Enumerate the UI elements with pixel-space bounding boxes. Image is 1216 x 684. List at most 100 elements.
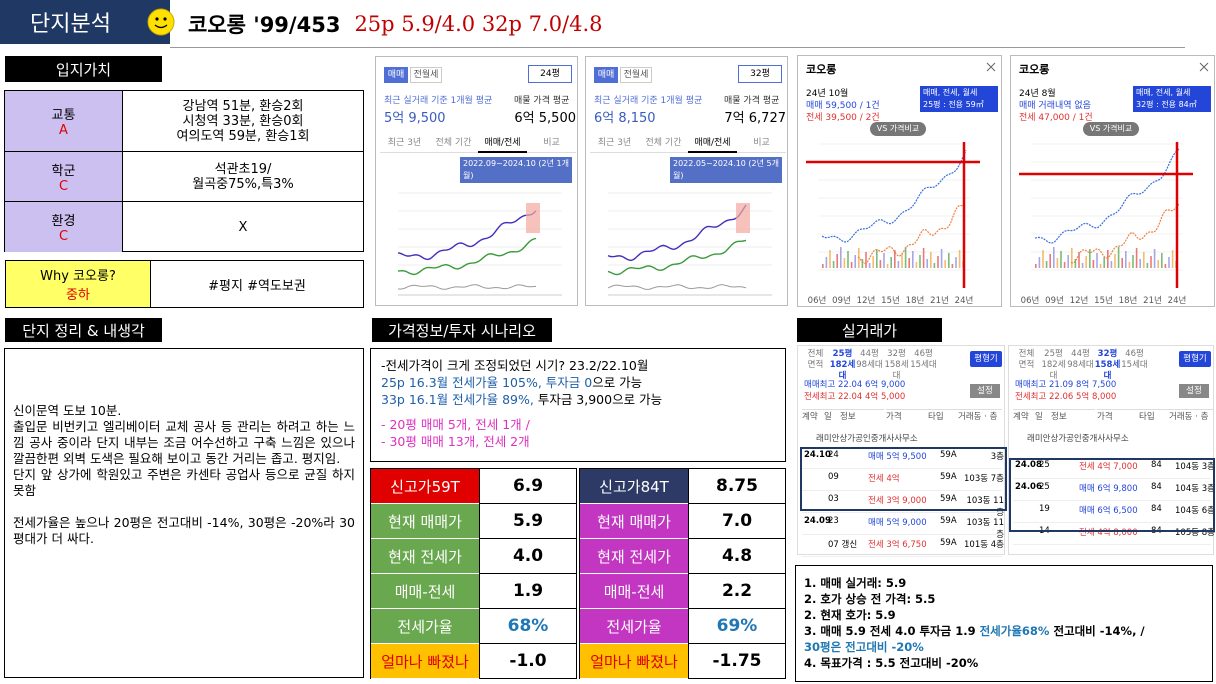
area-tab: 44평 98세대 (1067, 349, 1094, 373)
sale-summary: 매매 거래내역 없음 (1019, 101, 1091, 111)
why-grade: 중하 (66, 288, 90, 303)
price-table-label: 현재 전세가 (371, 539, 479, 574)
volume-bar (930, 252, 932, 268)
trade-type: 59A (940, 472, 957, 482)
location-row: 환경 C X (5, 201, 363, 252)
area-tab-bottom: 15세대 (910, 360, 937, 370)
text-segment: 25p 16.3월 전세가율 105%, 투자금 0 (381, 375, 593, 390)
volume-bar (1053, 247, 1055, 268)
period-tab: 전체 기간 (429, 135, 478, 153)
setting-button: 설정 (970, 384, 1000, 398)
text-line: - 30평 매매 13개, 전세 2개 (381, 433, 775, 450)
volume-bar (951, 264, 954, 268)
size-text: 32평 : 전용 84㎡ (1136, 100, 1197, 109)
column-header: 거래동 · 층 (958, 409, 1002, 423)
trade-floor: 104동 3층 (1175, 462, 1215, 472)
x-tick-label: 06년 (1020, 296, 1040, 306)
area-tab-bottom: 면적 (1018, 360, 1035, 370)
location-text: 월곡중75%,특3% (192, 177, 294, 192)
column-header: 타입 (1139, 409, 1183, 423)
location-label-cell: 학군 C (5, 152, 123, 202)
price-table-value: 68% (479, 609, 576, 644)
text-line: -전세가격이 크게 조정되었던 시기? 23.2/22.10월 (381, 357, 775, 374)
volume-bar (825, 257, 828, 268)
volume-bar (850, 262, 853, 268)
tab-selected: 매매 (384, 67, 408, 83)
period-tab: 비교 (737, 135, 786, 153)
price-table-value: 4.0 (479, 539, 576, 574)
volume-bar (1168, 257, 1170, 268)
x-tick-label: 24년 (954, 296, 974, 306)
column-header: 가격 (886, 409, 930, 423)
text-segment: 2. 호가 상승 전 가격: 5.5 (804, 592, 936, 606)
volume-bar (1056, 258, 1059, 268)
trade-price: 전세 4억 (868, 474, 900, 484)
location-text: 여의도역 59분, 환승1회 (176, 128, 310, 144)
header-subtitle: 25p 5.9/4.0 32p 7.0/4.8 (354, 12, 603, 36)
text-line: 4. 목표가격 : 5.5 전고대비 -20% (804, 655, 1204, 671)
location-label: 환경 (51, 214, 76, 229)
price-table-label: 현재 매매가 (371, 504, 479, 539)
volume-bar (1063, 262, 1066, 268)
text-line: 2. 현재 호가: 5.9 (804, 607, 1204, 623)
why-label: Why 코오롱? (40, 269, 116, 284)
close-icon (986, 62, 996, 72)
price-table-value: -1.75 (688, 644, 785, 679)
volume-bar (1042, 250, 1044, 268)
volume-bar (1049, 254, 1051, 268)
text-segment: 전세가율68% (979, 624, 1050, 638)
notes-paragraph: 신이문역 도보 10분. (13, 403, 122, 418)
x-tick-label: 18년 (1118, 296, 1138, 306)
why-label-cell: Why 코오롱? 중하 (6, 261, 151, 307)
column-header: 타입 (928, 409, 972, 423)
text-segment: - 30평 매매 13개, 전세 2개 (381, 434, 530, 449)
trade-day: 07 갱신 (828, 540, 858, 550)
text-line: 33p 16.1월 전세가율 89%, 투자금 3,900으로 가능 (381, 391, 775, 408)
volume-bar (872, 256, 874, 268)
area-tab: 전체 면적 (802, 349, 829, 373)
text-line: 2. 호가 상승 전 가격: 5.5 (804, 591, 1204, 607)
volume-bar (1089, 249, 1091, 268)
row-rule (802, 534, 1002, 535)
x-tick-label: 24년 (1167, 296, 1187, 306)
price-table-label: 매매-전세 (371, 574, 479, 609)
text-segment: 3. 매매 5.9 전세 4.0 투자금 1.9 (804, 624, 980, 638)
trade-type: 84 (1151, 504, 1162, 514)
x-tick-label: 15년 (881, 296, 900, 306)
trade-day: 19 (1039, 504, 1050, 514)
location-text-cell: 석관초19/월곡중75%,특3% (123, 152, 363, 202)
volume-bar (897, 261, 900, 268)
volume-bar (843, 258, 846, 268)
text-segment: 30평은 전고대비 -20% (804, 640, 924, 654)
price-table: 신고가84T 8.75 현재 매매가 7.0 현재 전세가 4.8 매매-전세 2.2 전세가율… (579, 468, 786, 679)
text-line: 3. 매매 5.9 전세 4.0 투자금 1.9 전세가율68% 전고대비 -1… (804, 623, 1204, 639)
volume-bar (1071, 248, 1073, 268)
sale-trend (1034, 148, 1180, 244)
area-tab-bottom: 182세대 (829, 360, 856, 381)
area-tab: 46평 15세대 (1121, 349, 1148, 373)
price-table-value: 4.8 (688, 539, 785, 574)
trade-day: 09 (828, 472, 839, 482)
sale-line (397, 210, 537, 261)
header-rule (170, 47, 1185, 48)
area-tab-top: 전체 (1018, 349, 1035, 359)
size-text: 25평 : 전용 59㎡ (923, 100, 984, 109)
volume-bar (901, 254, 903, 268)
month: 24년 8월 (1019, 89, 1056, 99)
volume-bar (1135, 248, 1138, 268)
area-tab-top: 32평 (1097, 349, 1118, 359)
summary-box: 1. 매매 실거래: 5.9 2. 호가 상승 전 가격: 5.5 2. 현재 호가… (795, 565, 1213, 682)
location-grade: C (58, 179, 69, 194)
volume-bar (1092, 260, 1095, 268)
area-tab-bottom: 15세대 (1121, 360, 1148, 370)
ask-price: 6억 5,500 (514, 111, 576, 126)
sale-trend (821, 150, 967, 243)
price-table-label: 현재 매매가 (580, 504, 688, 539)
area-tab-top: 46평 (1125, 349, 1144, 359)
avg-label: 최근 실거래 기준 1개월 평균 (384, 96, 493, 106)
column-header: 정보 (1051, 409, 1095, 423)
area-tab-top: 44평 (1071, 349, 1090, 359)
volume-bar (890, 257, 892, 268)
row-rule (802, 512, 1002, 513)
